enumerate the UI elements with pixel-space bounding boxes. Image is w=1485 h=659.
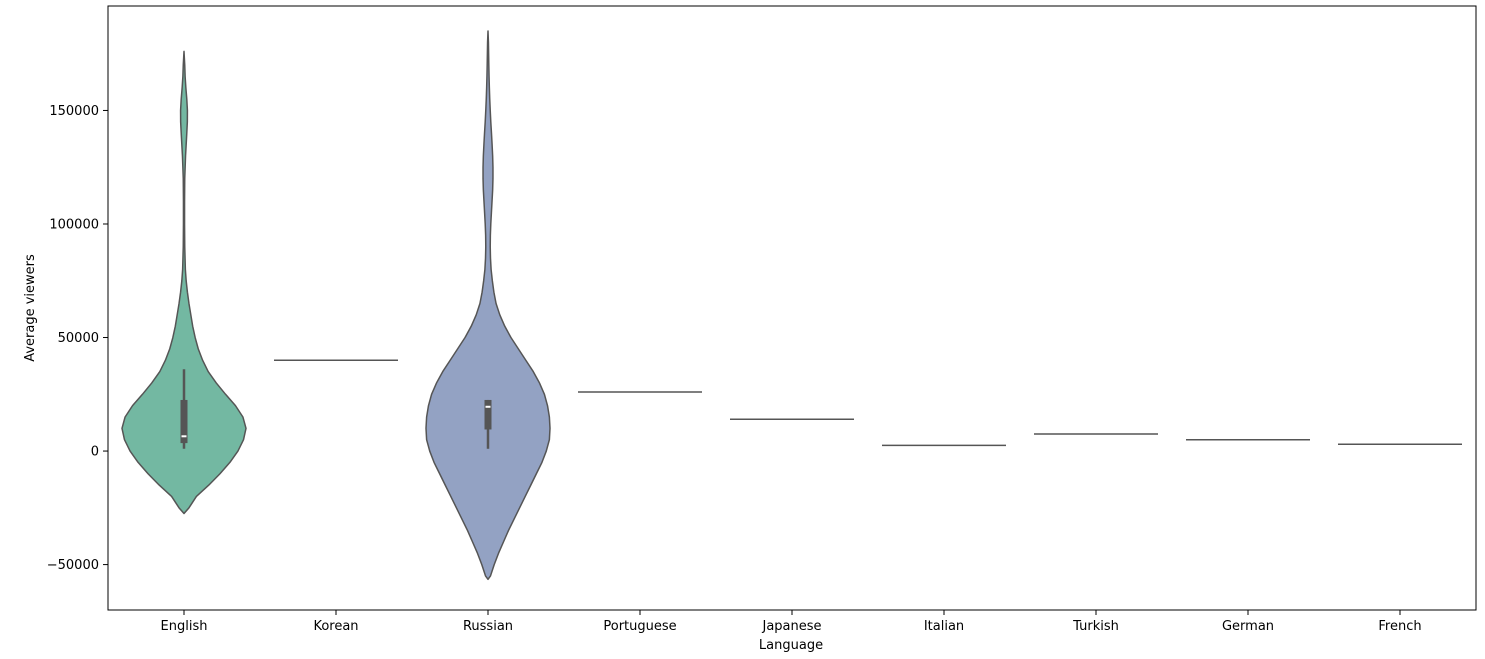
x-tick-label: Japanese bbox=[761, 619, 821, 634]
x-tick-label: Turkish bbox=[1072, 619, 1119, 634]
y-tick-label: 50000 bbox=[58, 331, 99, 346]
violin-body bbox=[425, 30, 551, 581]
y-tick-label: 150000 bbox=[49, 104, 99, 119]
x-tick-label: English bbox=[161, 619, 208, 634]
violin-iqr-box bbox=[484, 399, 492, 430]
y-tick-label: −50000 bbox=[47, 558, 99, 573]
x-tick-label: Italian bbox=[924, 619, 964, 634]
y-axis-label: Average viewers bbox=[23, 254, 38, 362]
y-tick-label: 0 bbox=[91, 445, 99, 460]
x-tick-label: Korean bbox=[313, 619, 358, 634]
violin-iqr-box bbox=[180, 399, 188, 444]
x-axis-label: Language bbox=[759, 638, 823, 653]
y-axis: −50000 0 50000 100000 150000 bbox=[47, 104, 108, 573]
x-tick-label: Russian bbox=[463, 619, 513, 634]
x-tick-label: Portuguese bbox=[603, 619, 676, 634]
violin-english bbox=[121, 50, 247, 515]
plot-frame bbox=[107, 5, 1477, 611]
violin-russian bbox=[425, 30, 551, 581]
x-tick-label: French bbox=[1378, 619, 1421, 634]
violins-layer bbox=[121, 30, 1462, 581]
x-tick-label: German bbox=[1222, 619, 1274, 634]
plot-area bbox=[108, 6, 1476, 610]
y-tick-label: 100000 bbox=[49, 217, 99, 232]
x-axis: English Korean Russian Portuguese Japanese It… bbox=[161, 610, 1422, 634]
violin-body bbox=[121, 50, 247, 515]
